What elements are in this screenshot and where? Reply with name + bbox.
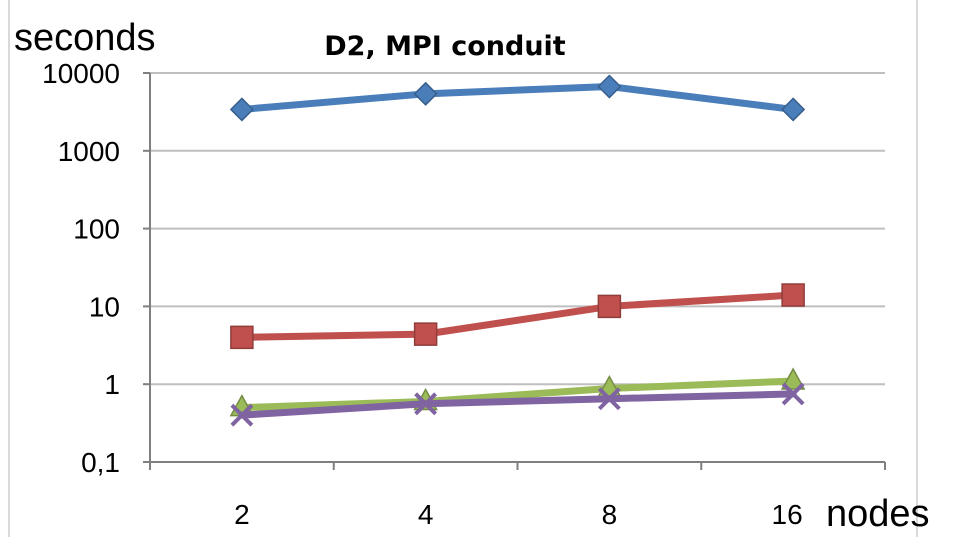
series-2 [230,283,805,350]
y-tick-label: 1 [104,369,120,400]
data-point [229,97,254,122]
series-lines [229,74,806,427]
chart-frame [8,0,918,537]
data-point [597,294,622,319]
data-point [781,382,805,406]
axes [143,72,886,470]
series-line [238,377,797,412]
y-tick-label: 10 [89,291,120,322]
y-axis-label: seconds [14,17,156,59]
data-point [413,322,438,346]
chart-title: D2, MPI conduit [324,31,566,62]
x-tick-label: 8 [602,499,618,530]
y-tick-label: 100 [73,214,120,245]
data-point [413,81,438,106]
gridlines [150,72,885,386]
x-axis-label: nodes [826,493,930,535]
data-point [597,74,622,99]
y-tick-label: 1000 [58,136,120,167]
data-point [780,367,806,390]
y-tick-label: 10000 [42,58,120,89]
y-tick-labels: 0,1 1 10 100 1000 10000 [42,58,120,478]
series-1 [229,74,806,122]
data-point [597,387,621,411]
x-tick-label: 4 [418,499,434,530]
x-tick-labels: 2 4 8 16 [234,499,803,530]
series-line [238,390,797,419]
data-point [781,283,805,307]
x-tick-label: 2 [234,499,250,530]
x-tick-label: 16 [772,499,803,530]
data-point [230,403,254,427]
series-line [238,291,797,341]
y-tick-label: 0,1 [81,447,120,478]
series-line [238,83,797,113]
data-point [781,97,806,122]
series-4 [230,382,805,427]
data-point [230,325,254,350]
data-point [414,392,438,416]
